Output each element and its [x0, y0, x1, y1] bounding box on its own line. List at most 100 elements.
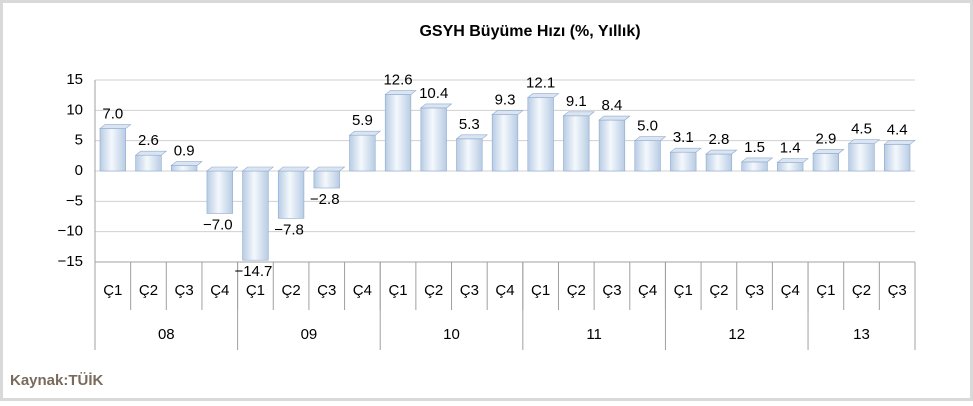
value-label: 2.9 — [815, 130, 836, 147]
bar — [634, 140, 661, 172]
chart-title: GSYH Büyüme Hızı (%, Yıllık) — [419, 23, 640, 40]
value-label: 3.1 — [673, 129, 694, 146]
bar-top — [776, 158, 809, 163]
bar-top — [455, 134, 489, 140]
x-tick-label: Ç4 — [210, 282, 229, 299]
bar-top — [99, 124, 132, 129]
bar — [456, 138, 483, 172]
value-label: 1.5 — [744, 139, 765, 156]
bar-top — [669, 147, 702, 153]
value-label: 7.0 — [102, 106, 123, 123]
bar — [170, 165, 198, 172]
x-tick-label: Ç2 — [424, 282, 443, 299]
bar — [527, 97, 554, 172]
group-label: 08 — [158, 326, 175, 343]
x-tick-label: Ç4 — [638, 282, 657, 299]
bar — [99, 128, 126, 172]
bar — [384, 94, 412, 172]
y-tick-label: 5 — [75, 132, 83, 149]
x-tick-label: Ç1 — [103, 282, 122, 299]
group-label: 13 — [853, 326, 870, 343]
y-tick-label: −5 — [66, 192, 83, 209]
value-label: 0.9 — [174, 143, 195, 160]
x-tick-label: Ç3 — [317, 282, 336, 299]
bar — [884, 144, 911, 172]
x-tick-label: Ç1 — [388, 282, 407, 299]
x-tick-label: Ç4 — [781, 282, 800, 299]
bar-top — [313, 166, 346, 172]
y-tick-label: −10 — [58, 223, 83, 240]
x-tick-label: Ç1 — [531, 282, 550, 299]
x-tick-label: Ç3 — [460, 282, 479, 299]
group-label: 11 — [586, 326, 602, 343]
x-tick-label: Ç2 — [139, 282, 158, 299]
y-tick-label: 15 — [66, 71, 83, 88]
bar — [206, 170, 233, 214]
x-tick-label: Ç4 — [353, 282, 372, 299]
value-label: 2.6 — [138, 132, 159, 149]
bar — [705, 153, 733, 172]
value-label: 1.4 — [780, 139, 801, 156]
y-tick-label: 0 — [75, 162, 83, 179]
value-label: −7.0 — [203, 216, 233, 233]
bar-top — [526, 93, 560, 98]
bar — [812, 153, 840, 172]
value-label: 12.1 — [526, 75, 555, 92]
value-label: 4.4 — [887, 121, 908, 138]
bar — [277, 170, 305, 219]
bar — [420, 107, 447, 172]
bar-top — [598, 115, 631, 121]
bar — [491, 114, 519, 172]
bar-top — [420, 103, 453, 109]
bar — [135, 154, 162, 172]
source: Kaynak:TÜİK — [10, 372, 104, 389]
bar-top — [633, 136, 667, 141]
x-tick-label: Ç4 — [495, 282, 514, 299]
y-tick-label: 10 — [66, 101, 83, 118]
x-tick-label: Ç2 — [852, 282, 871, 299]
x-tick-label: Ç3 — [175, 282, 194, 299]
value-label: 9.3 — [495, 92, 516, 109]
x-tick-label: Ç3 — [745, 282, 764, 299]
x-tick-label: Ç1 — [816, 282, 835, 299]
value-label: −7.8 — [274, 221, 304, 238]
value-label: −2.8 — [310, 191, 340, 208]
y-tick-label: −15 — [58, 253, 83, 270]
bar-top — [847, 139, 881, 144]
x-tick-label: Ç3 — [602, 282, 621, 299]
bar-top — [705, 149, 738, 155]
bar-top — [740, 157, 774, 163]
group-label: 12 — [728, 326, 745, 343]
bar — [563, 115, 590, 172]
bar-top — [348, 130, 382, 136]
bar-top — [241, 166, 275, 172]
value-label: 12.6 — [383, 72, 412, 89]
bar — [349, 134, 376, 172]
x-tick-label: Ç2 — [567, 282, 586, 299]
bar — [848, 143, 875, 172]
group-label: 09 — [301, 326, 318, 343]
value-label: 9.1 — [566, 93, 587, 110]
value-label: 10.4 — [419, 85, 448, 102]
value-label: 5.3 — [459, 116, 480, 133]
bar — [777, 162, 804, 172]
bar-top — [170, 161, 203, 166]
value-label: 5.0 — [637, 118, 658, 135]
bar-top — [277, 166, 310, 172]
x-tick-label: Ç2 — [709, 282, 728, 299]
bar — [670, 151, 697, 172]
bar-top — [812, 149, 845, 154]
x-tick-label: Ç2 — [281, 282, 300, 299]
bar — [313, 170, 340, 189]
value-label: −14.7 — [234, 263, 272, 280]
value-label: 8.4 — [602, 97, 623, 114]
bar-top — [883, 140, 916, 145]
bar-top — [206, 166, 239, 172]
value-label: 2.8 — [708, 131, 729, 148]
bar-top — [562, 111, 595, 117]
group-label: 10 — [443, 326, 460, 343]
x-tick-label: Ç3 — [888, 282, 907, 299]
bar-top — [491, 110, 524, 115]
